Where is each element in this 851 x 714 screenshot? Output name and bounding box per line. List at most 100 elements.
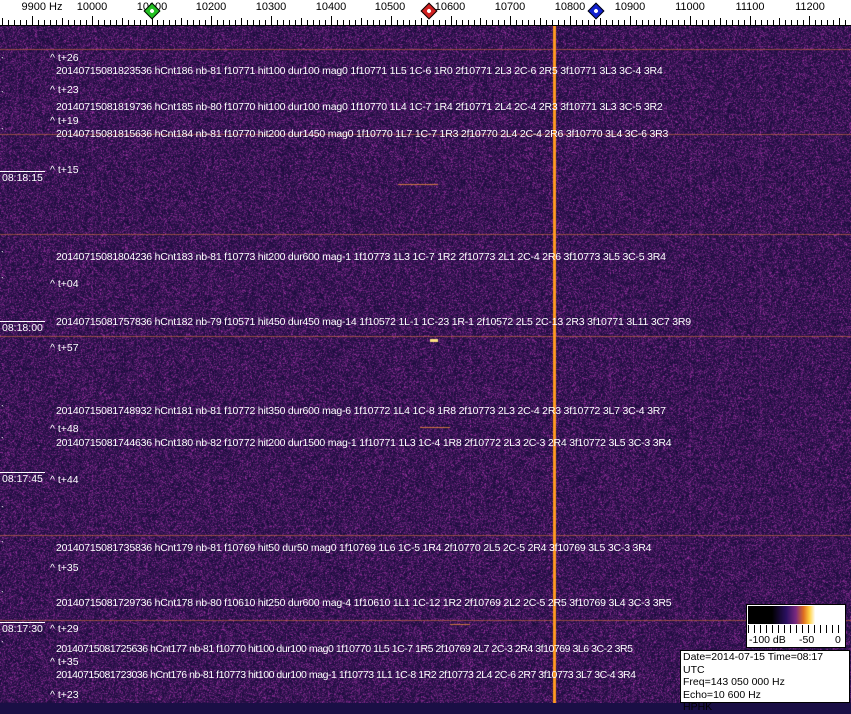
axis-tick bbox=[175, 20, 176, 25]
axis-tick bbox=[839, 18, 840, 25]
axis-tick bbox=[152, 16, 153, 25]
scale-label-mid: -50 bbox=[799, 634, 815, 646]
axis-tick bbox=[803, 20, 804, 25]
axis-tick bbox=[301, 18, 302, 25]
time-offset-marker: ^ t+19 bbox=[50, 115, 79, 127]
axis-tick bbox=[690, 16, 691, 25]
frequency-label: 11200 bbox=[795, 1, 825, 13]
row-tick: ` bbox=[1, 404, 4, 414]
axis-tick bbox=[319, 20, 320, 25]
axis-tick bbox=[163, 20, 164, 25]
frequency-label: 10700 bbox=[494, 1, 526, 13]
axis-tick bbox=[38, 20, 39, 25]
axis-tick bbox=[582, 20, 583, 25]
axis-tick bbox=[62, 18, 63, 25]
axis-tick bbox=[504, 20, 505, 25]
frequency-label: 11000 bbox=[675, 1, 705, 13]
axis-tick bbox=[672, 20, 673, 25]
axis-tick bbox=[696, 20, 697, 25]
blue-marker-icon[interactable] bbox=[587, 2, 605, 20]
axis-tick bbox=[660, 18, 661, 25]
axis-tick bbox=[678, 20, 679, 25]
axis-tick bbox=[827, 20, 828, 25]
frequency-label: 10400 bbox=[315, 1, 347, 13]
axis-tick bbox=[761, 20, 762, 25]
axis-tick bbox=[181, 18, 182, 25]
axis-tick bbox=[797, 20, 798, 25]
axis-tick bbox=[738, 20, 739, 25]
axis-tick bbox=[648, 20, 649, 25]
axis-tick bbox=[337, 20, 338, 25]
time-offset-marker: ^ t+57 bbox=[50, 342, 79, 354]
waterfall-spectrogram[interactable] bbox=[0, 26, 851, 703]
frequency-label: 11100 bbox=[735, 1, 765, 13]
time-offset-marker: ^ t+44 bbox=[50, 474, 79, 486]
axis-tick bbox=[456, 20, 457, 25]
axis-tick bbox=[140, 20, 141, 25]
time-offset-marker: ^ t+04 bbox=[50, 278, 79, 290]
axis-tick bbox=[80, 20, 81, 25]
axis-tick bbox=[223, 20, 224, 25]
axis-tick bbox=[486, 20, 487, 25]
axis-tick bbox=[702, 20, 703, 25]
axis-tick bbox=[74, 20, 75, 25]
detection-line: 20140715081804236 hCnt183 nb-81 f10773 h… bbox=[56, 251, 666, 263]
axis-tick bbox=[612, 20, 613, 25]
axis-tick bbox=[92, 16, 93, 25]
detection-line: 20140715081757836 hCnt182 nb-79 f10571 h… bbox=[56, 316, 691, 328]
detection-line: 20140715081819736 hCnt185 nb-80 f10770 h… bbox=[56, 101, 663, 113]
axis-tick bbox=[313, 20, 314, 25]
axis-tick bbox=[295, 20, 296, 25]
time-offset-marker: ^ t+26 bbox=[50, 52, 79, 64]
axis-tick bbox=[833, 20, 834, 25]
axis-tick bbox=[247, 20, 248, 25]
axis-tick bbox=[2, 18, 3, 25]
time-offset-marker: ^ t+35 bbox=[50, 656, 79, 668]
detection-line: 20140715081723036 hCnt176 nb-81 f10773 h… bbox=[56, 669, 636, 681]
axis-tick bbox=[44, 20, 45, 25]
axis-tick bbox=[122, 18, 123, 25]
axis-tick bbox=[600, 18, 601, 25]
row-tick: ` bbox=[1, 250, 4, 260]
axis-tick bbox=[427, 20, 428, 25]
frequency-label: 10600 bbox=[434, 1, 466, 13]
axis-tick bbox=[355, 20, 356, 25]
row-tick: ` bbox=[1, 276, 4, 286]
frequency-label: 10900 bbox=[614, 1, 646, 13]
axis-tick bbox=[373, 20, 374, 25]
scale-label-min: -100 dB bbox=[749, 634, 786, 646]
axis-tick bbox=[211, 16, 212, 25]
time-label: 08:18:00 bbox=[0, 321, 45, 334]
axis-tick bbox=[534, 20, 535, 25]
axis-tick bbox=[564, 20, 565, 25]
axis-tick bbox=[474, 20, 475, 25]
axis-tick bbox=[14, 20, 15, 25]
axis-tick bbox=[379, 20, 380, 25]
info-box: Date=2014-07-15 Time=08:17 UTC Freq=143 … bbox=[680, 650, 850, 713]
scale-label-max: 0 bbox=[835, 634, 841, 646]
axis-tick bbox=[199, 20, 200, 25]
axis-tick bbox=[265, 20, 266, 25]
time-offset-marker: ^ t+23 bbox=[50, 84, 79, 96]
frequency-label: 9900 Hz bbox=[21, 1, 63, 13]
axis-tick bbox=[510, 16, 511, 25]
row-tick: ` bbox=[1, 436, 4, 446]
axis-tick bbox=[325, 20, 326, 25]
axis-tick bbox=[462, 20, 463, 25]
axis-tick bbox=[684, 20, 685, 25]
frequency-label: 10500 bbox=[374, 1, 406, 13]
time-offset-marker: ^ t+48 bbox=[50, 423, 79, 435]
frequency-label: 10300 bbox=[255, 1, 287, 13]
axis-tick bbox=[146, 20, 147, 25]
axis-tick bbox=[767, 20, 768, 25]
axis-tick bbox=[540, 18, 541, 25]
axis-tick bbox=[809, 16, 810, 25]
row-tick: ` bbox=[1, 56, 4, 66]
axis-tick bbox=[708, 20, 709, 25]
axis-tick bbox=[157, 20, 158, 25]
detection-line: 20140715081744636 hCnt180 nb-82 f10772 h… bbox=[56, 437, 672, 449]
axis-tick bbox=[187, 20, 188, 25]
axis-tick bbox=[343, 20, 344, 25]
axis-tick bbox=[307, 20, 308, 25]
axis-tick bbox=[229, 20, 230, 25]
